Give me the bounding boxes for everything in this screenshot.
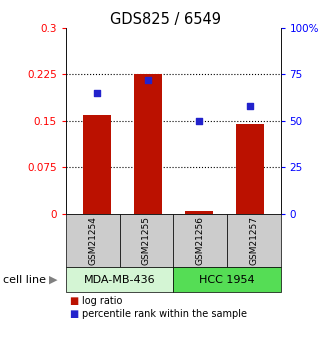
Bar — [82, 115, 111, 214]
Text: ▶: ▶ — [49, 275, 57, 285]
Point — [145, 77, 150, 82]
Point — [94, 90, 99, 96]
Text: ■: ■ — [69, 309, 79, 319]
Text: GSM21255: GSM21255 — [142, 216, 151, 265]
Text: HCC 1954: HCC 1954 — [199, 275, 255, 285]
Text: GDS825 / 6549: GDS825 / 6549 — [110, 12, 220, 27]
Text: cell line: cell line — [3, 275, 46, 285]
Text: GSM21256: GSM21256 — [196, 216, 205, 265]
Text: log ratio: log ratio — [82, 296, 123, 306]
Text: GSM21254: GSM21254 — [88, 216, 97, 265]
Bar — [185, 211, 213, 214]
Point — [196, 118, 201, 124]
Text: GSM21257: GSM21257 — [249, 216, 258, 265]
Point — [247, 103, 252, 109]
Bar — [236, 124, 264, 214]
Text: ■: ■ — [69, 296, 79, 306]
Bar — [134, 74, 162, 214]
Text: MDA-MB-436: MDA-MB-436 — [84, 275, 155, 285]
Text: percentile rank within the sample: percentile rank within the sample — [82, 309, 248, 319]
